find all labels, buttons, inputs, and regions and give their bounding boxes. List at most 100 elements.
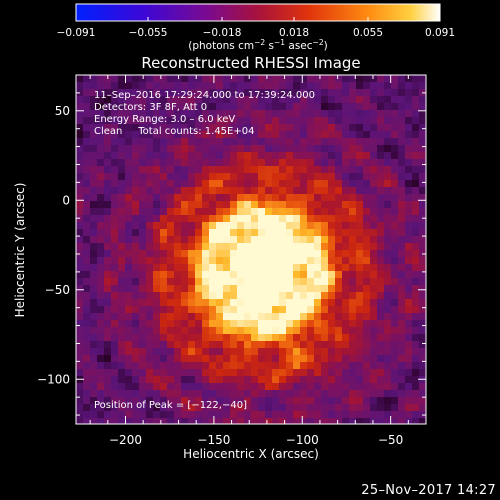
heatmap-cell [230,208,237,215]
heatmap-cell [356,180,363,187]
heatmap-cell [146,159,153,166]
heatmap-cell [209,152,216,159]
heatmap-cell [125,75,132,82]
heatmap-cell [111,257,118,264]
heatmap-cell [132,264,139,271]
heatmap-cell [244,390,251,397]
heatmap-cell [118,236,125,243]
heatmap-cell [286,243,293,250]
heatmap-cell [377,348,384,355]
heatmap-cell [167,264,174,271]
heatmap-cell [279,229,286,236]
heatmap-cell [265,236,272,243]
heatmap-cell [146,180,153,187]
heatmap-cell [265,292,272,299]
heatmap-cell [111,341,118,348]
heatmap-cell [230,369,237,376]
heatmap-cell [209,131,216,138]
heatmap-cell [153,418,160,424]
heatmap-cell [342,145,349,152]
heatmap-cell [181,166,188,173]
heatmap-cell [153,250,160,257]
heatmap-cell [391,418,398,424]
heatmap-cell [398,411,405,418]
x-tick-label: −150 [197,433,230,447]
heatmap-cell [139,362,146,369]
chart-title: Reconstructed RHESSI Image [141,54,360,72]
heatmap-cell [209,215,216,222]
heatmap-cell [90,355,97,362]
heatmap-cell [279,180,286,187]
heatmap-cell [286,110,293,117]
heatmap-cell [342,117,349,124]
heatmap-cell [111,404,118,411]
heatmap-cell [125,257,132,264]
heatmap-cell [293,369,300,376]
heatmap-cell [265,271,272,278]
heatmap-cell [272,390,279,397]
heatmap-cell [202,334,209,341]
heatmap-cell [125,397,132,404]
heatmap-cell [272,278,279,285]
heatmap-cell [321,250,328,257]
heatmap-cell [118,369,125,376]
heatmap-cell [244,131,251,138]
heatmap-cell [244,313,251,320]
heatmap-cell [398,187,405,194]
heatmap-cell [160,124,167,131]
heatmap-cell [202,271,209,278]
heatmap-cell [181,138,188,145]
heatmap-cell [370,292,377,299]
heatmap-cell [104,264,111,271]
heatmap-cell [349,404,356,411]
heatmap-cell [125,299,132,306]
heatmap-cell [83,96,90,103]
heatmap-cell [321,292,328,299]
heatmap-cell [97,320,104,327]
heatmap-cell [377,96,384,103]
heatmap-cell [412,159,419,166]
heatmap-cell [391,376,398,383]
heatmap-cell [202,208,209,215]
heatmap-cell [314,103,321,110]
heatmap-cell [279,257,286,264]
heatmap-cell [265,411,272,418]
heatmap-cell [335,278,342,285]
heatmap-cell [300,285,307,292]
heatmap-cell [258,201,265,208]
heatmap-cell [335,180,342,187]
heatmap-cell [370,320,377,327]
heatmap-cell [335,166,342,173]
heatmap-cell [293,145,300,152]
heatmap-cell [258,131,265,138]
heatmap-cell [293,131,300,138]
heatmap-cell [286,348,293,355]
heatmap-cell [153,145,160,152]
heatmap-cell [230,117,237,124]
heatmap-cell [398,222,405,229]
heatmap-cell [139,411,146,418]
heatmap-cell [76,166,83,173]
heatmap-cell [363,208,370,215]
heatmap-cell [202,348,209,355]
heatmap-cell [167,215,174,222]
heatmap-cell [321,369,328,376]
heatmap-cell [398,152,405,159]
heatmap-cell [244,404,251,411]
heatmap-cell [265,145,272,152]
heatmap-cell [97,327,104,334]
heatmap-cell [321,390,328,397]
heatmap-cell [349,229,356,236]
heatmap-cell [342,208,349,215]
heatmap-cell [335,397,342,404]
heatmap-cell [202,383,209,390]
heatmap-cell [321,103,328,110]
heatmap-cell [356,271,363,278]
heatmap-cell [293,292,300,299]
heatmap-cell [349,201,356,208]
heatmap-cell [160,376,167,383]
heatmap-cell [286,173,293,180]
heatmap-cell [76,348,83,355]
heatmap-cell [223,131,230,138]
